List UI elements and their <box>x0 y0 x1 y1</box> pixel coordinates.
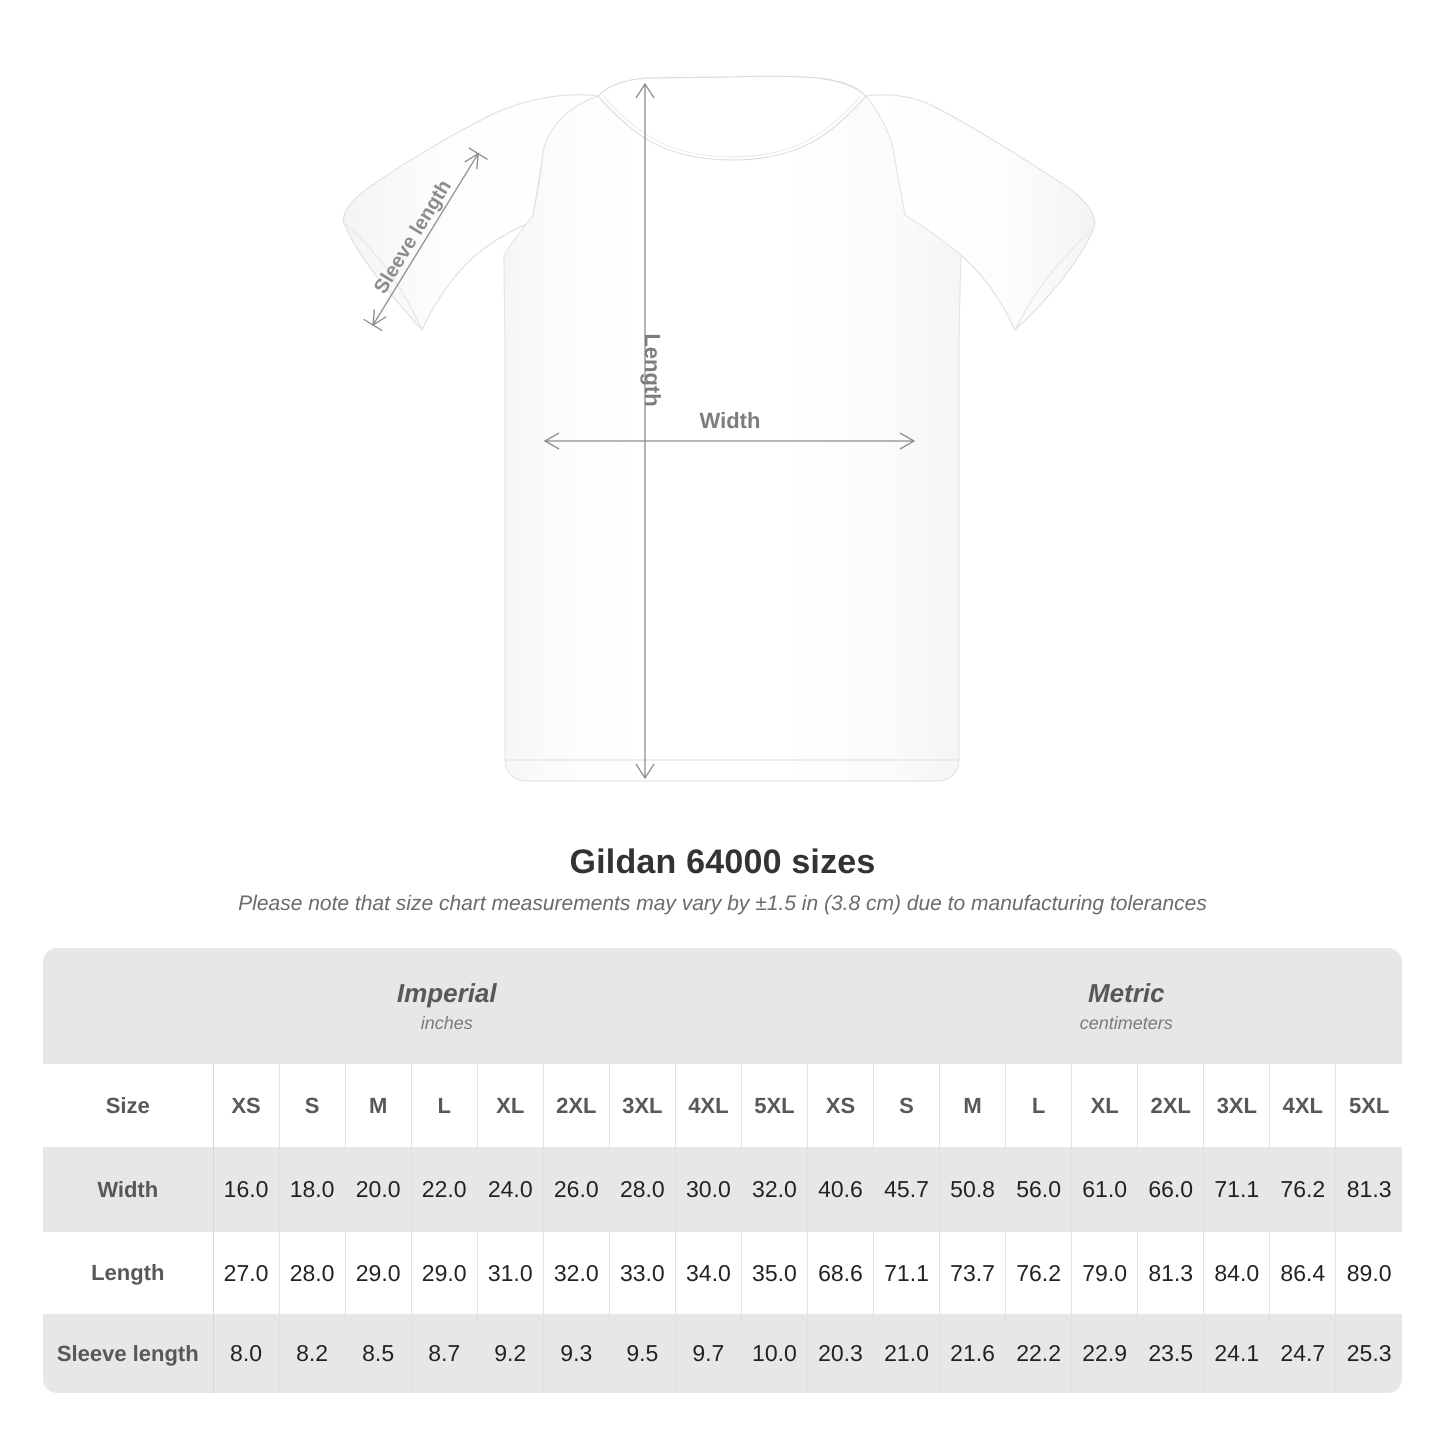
svg-text:Width: Width <box>700 408 761 433</box>
svg-text:Length: Length <box>640 333 665 406</box>
